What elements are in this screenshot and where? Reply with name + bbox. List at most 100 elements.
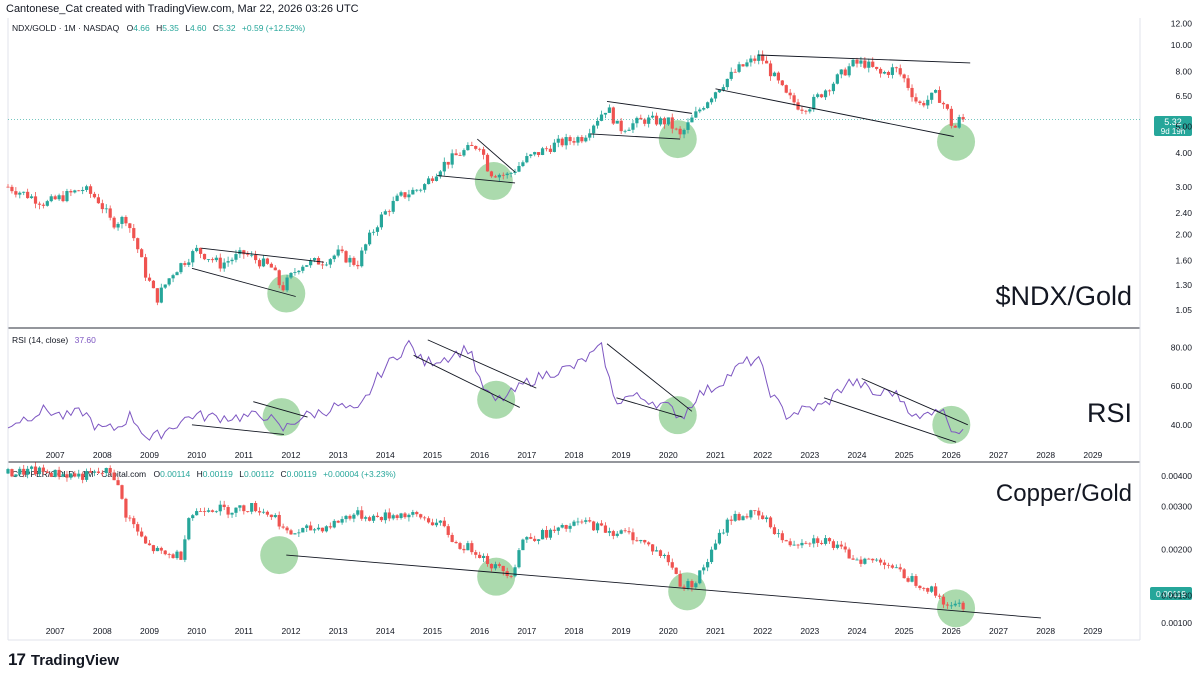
copper-candle-body <box>214 511 218 513</box>
copper-candle-body <box>851 558 855 560</box>
ndx-y-tick-label: 12.00 <box>1171 19 1193 29</box>
ndx-candle-body <box>328 259 332 265</box>
rsi-highlight-circle-1[interactable] <box>262 398 301 437</box>
ndx-candle-body <box>831 83 836 92</box>
x-year-label-rsi: 2017 <box>517 450 536 460</box>
copper-candle-body <box>442 520 446 527</box>
ndx-candle-body <box>623 130 627 132</box>
ndx-trendline-8[interactable] <box>715 88 954 137</box>
x-year-label-copper: 2017 <box>517 626 536 636</box>
rsi-trendline-8[interactable] <box>823 397 957 443</box>
x-year-label-rsi: 2015 <box>423 450 442 460</box>
ndx-candle-body <box>450 153 454 165</box>
copper-candle-body <box>780 533 784 541</box>
copper-candle-body <box>831 541 836 548</box>
ndx-trendline-2[interactable] <box>191 267 296 297</box>
rsi-trendline-6[interactable] <box>616 397 683 418</box>
rsi-highlight-circle-4[interactable] <box>932 405 971 444</box>
copper-candle-body <box>564 525 568 529</box>
ndx-legend-symbol: NDX/GOLD · 1M · NASDAQ <box>12 23 120 33</box>
ndx-candle-body <box>442 161 446 172</box>
rsi-trendline-4[interactable] <box>413 354 520 408</box>
ndx-candle-body <box>230 259 234 262</box>
rsi-highlight-circle-3[interactable] <box>658 396 697 435</box>
ndx-candle-body <box>140 249 144 258</box>
rsi-trendline-2[interactable] <box>191 424 284 435</box>
ndx-candle-body <box>104 208 108 210</box>
copper-candle-body <box>187 518 191 540</box>
ndx-candle-body <box>312 258 317 261</box>
rsi-trendline-1[interactable] <box>253 401 308 418</box>
ndx-candle-body <box>403 192 407 198</box>
ndx-highlight-circle-4[interactable] <box>937 122 976 161</box>
ndx-candle-body <box>599 114 604 121</box>
ndx-candle-body <box>780 80 784 86</box>
copper-candle-body <box>167 554 171 555</box>
ndx-candle-body <box>662 118 667 125</box>
copper-candle-body <box>930 586 934 592</box>
copper-highlight-circle-1[interactable] <box>260 536 299 575</box>
copper-candle-body <box>493 564 497 569</box>
rsi-trendline-5[interactable] <box>606 343 693 412</box>
copper-candle-body <box>694 583 698 588</box>
ndx-candle-body <box>937 90 942 103</box>
ndx-candle-body <box>890 67 894 75</box>
copper-candle-body <box>246 511 250 512</box>
ndx-legend-c-label: C <box>213 23 219 33</box>
copper-candle-body <box>26 468 30 475</box>
ndx-candle-body <box>930 92 934 100</box>
ndx-candle-body <box>647 117 651 124</box>
ndx-candle-body <box>796 102 800 110</box>
copper-candle-body <box>761 515 765 520</box>
ndx-candle-body <box>886 72 891 75</box>
tradingview-logo[interactable]: 17 TradingView <box>8 650 119 670</box>
copper-candle-body <box>768 517 773 528</box>
ndx-trendline-3[interactable] <box>477 138 516 173</box>
ndx-candle-body <box>45 201 49 206</box>
copper-candle-body <box>902 569 906 579</box>
ndx-candle-body <box>784 85 788 93</box>
ndx-trendline-6[interactable] <box>590 133 681 140</box>
copper-candle-body <box>521 539 525 551</box>
copper-trendline-1[interactable] <box>286 554 1041 619</box>
copper-legend-o: 0.00114 <box>160 469 190 479</box>
copper-highlight-circle-3[interactable] <box>668 572 707 611</box>
copper-candle-body <box>340 519 344 523</box>
ndx-candle-body <box>348 257 352 263</box>
rsi-trendline-7[interactable] <box>861 378 969 426</box>
copper-candle-body <box>332 520 336 528</box>
ndx-trendline-7[interactable] <box>757 54 971 64</box>
ndx-candle-body <box>120 216 124 224</box>
ndx-trendline-4[interactable] <box>437 175 516 184</box>
copper-candle-body <box>706 562 710 568</box>
copper-candle-body <box>804 542 808 544</box>
copper-candle-body <box>702 567 706 571</box>
copper-candle-body <box>407 514 411 518</box>
copper-candle-body <box>10 469 14 477</box>
copper-candle-body <box>234 507 238 513</box>
copper-y-tick-label: 0.00200 <box>1161 545 1192 555</box>
copper-highlight-circle-2[interactable] <box>477 557 516 596</box>
x-year-label-rsi: 2009 <box>140 450 159 460</box>
copper-candle-body <box>151 545 156 552</box>
ndx-candle-body <box>757 54 761 61</box>
ndx-candle-body <box>863 60 867 68</box>
ndx-candle-body <box>843 69 847 76</box>
ndx-trendline-5[interactable] <box>606 100 692 114</box>
ndx-candle-body <box>702 108 706 110</box>
copper-candle-body <box>238 505 242 508</box>
ndx-trendline-1[interactable] <box>201 247 325 263</box>
ndx-legend-o: 4.66 <box>133 23 150 33</box>
rsi-trendline-3[interactable] <box>427 339 537 389</box>
ndx-candle-body <box>517 166 521 172</box>
copper-candle-body <box>14 474 18 477</box>
copper-candle-body <box>368 517 372 521</box>
copper-candle-body <box>379 517 384 521</box>
copper-legend-c: 0.00119 <box>287 469 317 479</box>
ndx-candle-body <box>22 191 26 193</box>
copper-candle-body <box>941 596 946 605</box>
copper-candle-body <box>635 540 639 542</box>
copper-candle-body <box>29 466 34 469</box>
copper-highlight-circle-4[interactable] <box>937 589 976 628</box>
